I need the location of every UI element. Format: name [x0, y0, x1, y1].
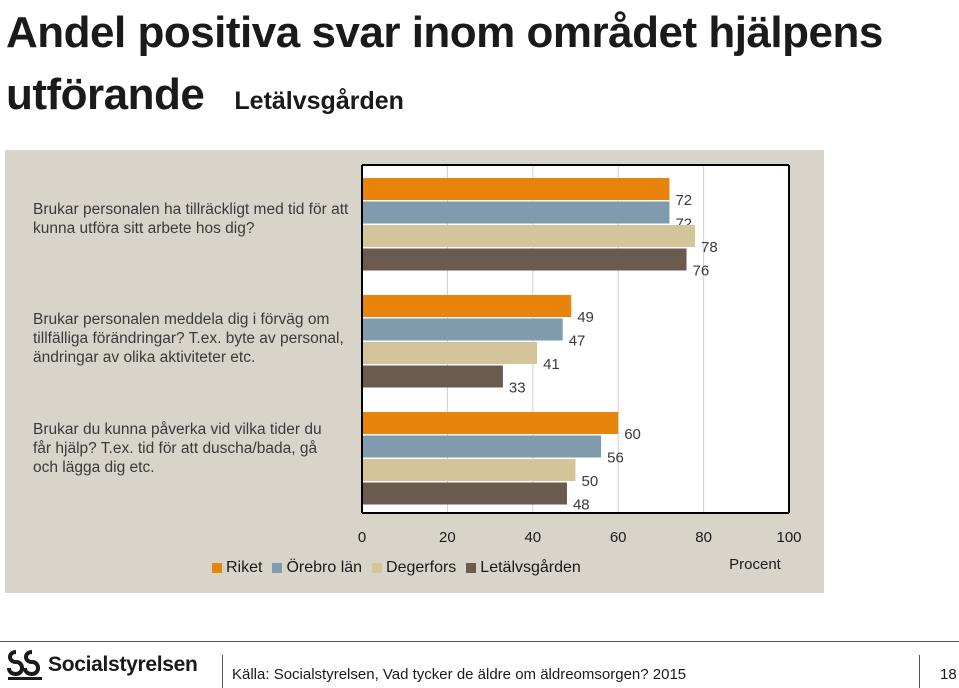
- legend-item-riket: Riket: [212, 559, 262, 577]
- data-label: 60: [624, 426, 641, 443]
- chart-panel: Brukar personalen ha tillräckligt med ti…: [5, 150, 824, 593]
- title-text: Andel positiva svar inom området hjälpen…: [6, 8, 883, 119]
- x-tick-label: 80: [695, 529, 712, 546]
- category-label-3: Brukar du kunna påverka vid vilka tider …: [33, 421, 322, 476]
- bar: [363, 412, 619, 434]
- bar: [363, 295, 572, 317]
- legend: Riket Örebro län Degerfors Letälvsgården: [212, 559, 591, 577]
- bar: [363, 201, 670, 224]
- socialstyrelsen-logo: Socialstyrelsen: [6, 648, 198, 682]
- x-tick-label: 100: [776, 529, 801, 546]
- data-label: 41: [543, 356, 560, 373]
- data-label: 50: [582, 473, 599, 490]
- category-label-2: Brukar personalen meddela dig i förväg o…: [33, 311, 344, 366]
- logo-text: Socialstyrelsen: [48, 653, 198, 676]
- bar: [363, 365, 503, 388]
- data-label: 56: [607, 450, 624, 467]
- bar: [363, 342, 538, 364]
- x-tick-label: 0: [358, 529, 366, 546]
- legend-item-orebro: Örebro län: [272, 559, 362, 577]
- bar: [363, 178, 670, 200]
- category-label-1: Brukar personalen ha tillräckligt med ti…: [33, 201, 349, 237]
- page-title: Andel positiva svar inom området hjälpen…: [6, 2, 959, 132]
- legend-item-degerfors: Degerfors: [372, 559, 456, 577]
- page-number: 18: [940, 666, 957, 683]
- footer-divider: [0, 641, 959, 642]
- footer-separator-2: [919, 655, 920, 688]
- data-label: 49: [577, 309, 594, 326]
- logo-mark-icon: [7, 650, 42, 680]
- bar: [363, 435, 602, 458]
- legend-item-letalvsgarden: Letälvsgården: [466, 559, 581, 577]
- data-label: 48: [573, 497, 590, 514]
- bar: [363, 318, 563, 341]
- data-label: 72: [675, 192, 692, 209]
- bar: [363, 482, 567, 505]
- x-tick-label: 20: [439, 529, 456, 546]
- data-label: 76: [693, 263, 710, 280]
- bar-chart: 0 20 40 60 80 100727278764947413360565048Proc…: [358, 164, 802, 573]
- legend-label-degerfors: Degerfors: [386, 559, 457, 576]
- legend-swatch-orebro: [272, 563, 283, 573]
- source-note: Källa: Socialstyrelsen, Vad tycker de äl…: [232, 666, 687, 683]
- bar: [363, 225, 696, 247]
- x-tick-label: 40: [524, 529, 541, 546]
- legend-label-riket: Riket: [226, 559, 263, 576]
- data-label: 47: [569, 333, 586, 350]
- legend-swatch-degerfors: [372, 563, 383, 573]
- x-tick-label: 60: [610, 529, 627, 546]
- legend-label-letalvsgarden: Letälvsgården: [480, 559, 581, 576]
- data-label: 78: [701, 239, 718, 256]
- subtitle: Letälvsgården: [234, 87, 404, 115]
- bar: [363, 459, 576, 481]
- legend-label-orebro: Örebro län: [286, 559, 363, 576]
- legend-swatch-letalvsgarden: [466, 563, 477, 573]
- x-axis-title: Procent: [729, 556, 782, 573]
- footer-separator: [222, 655, 223, 688]
- data-label: 33: [509, 380, 526, 397]
- bar: [363, 248, 687, 271]
- legend-swatch-riket: [212, 563, 222, 573]
